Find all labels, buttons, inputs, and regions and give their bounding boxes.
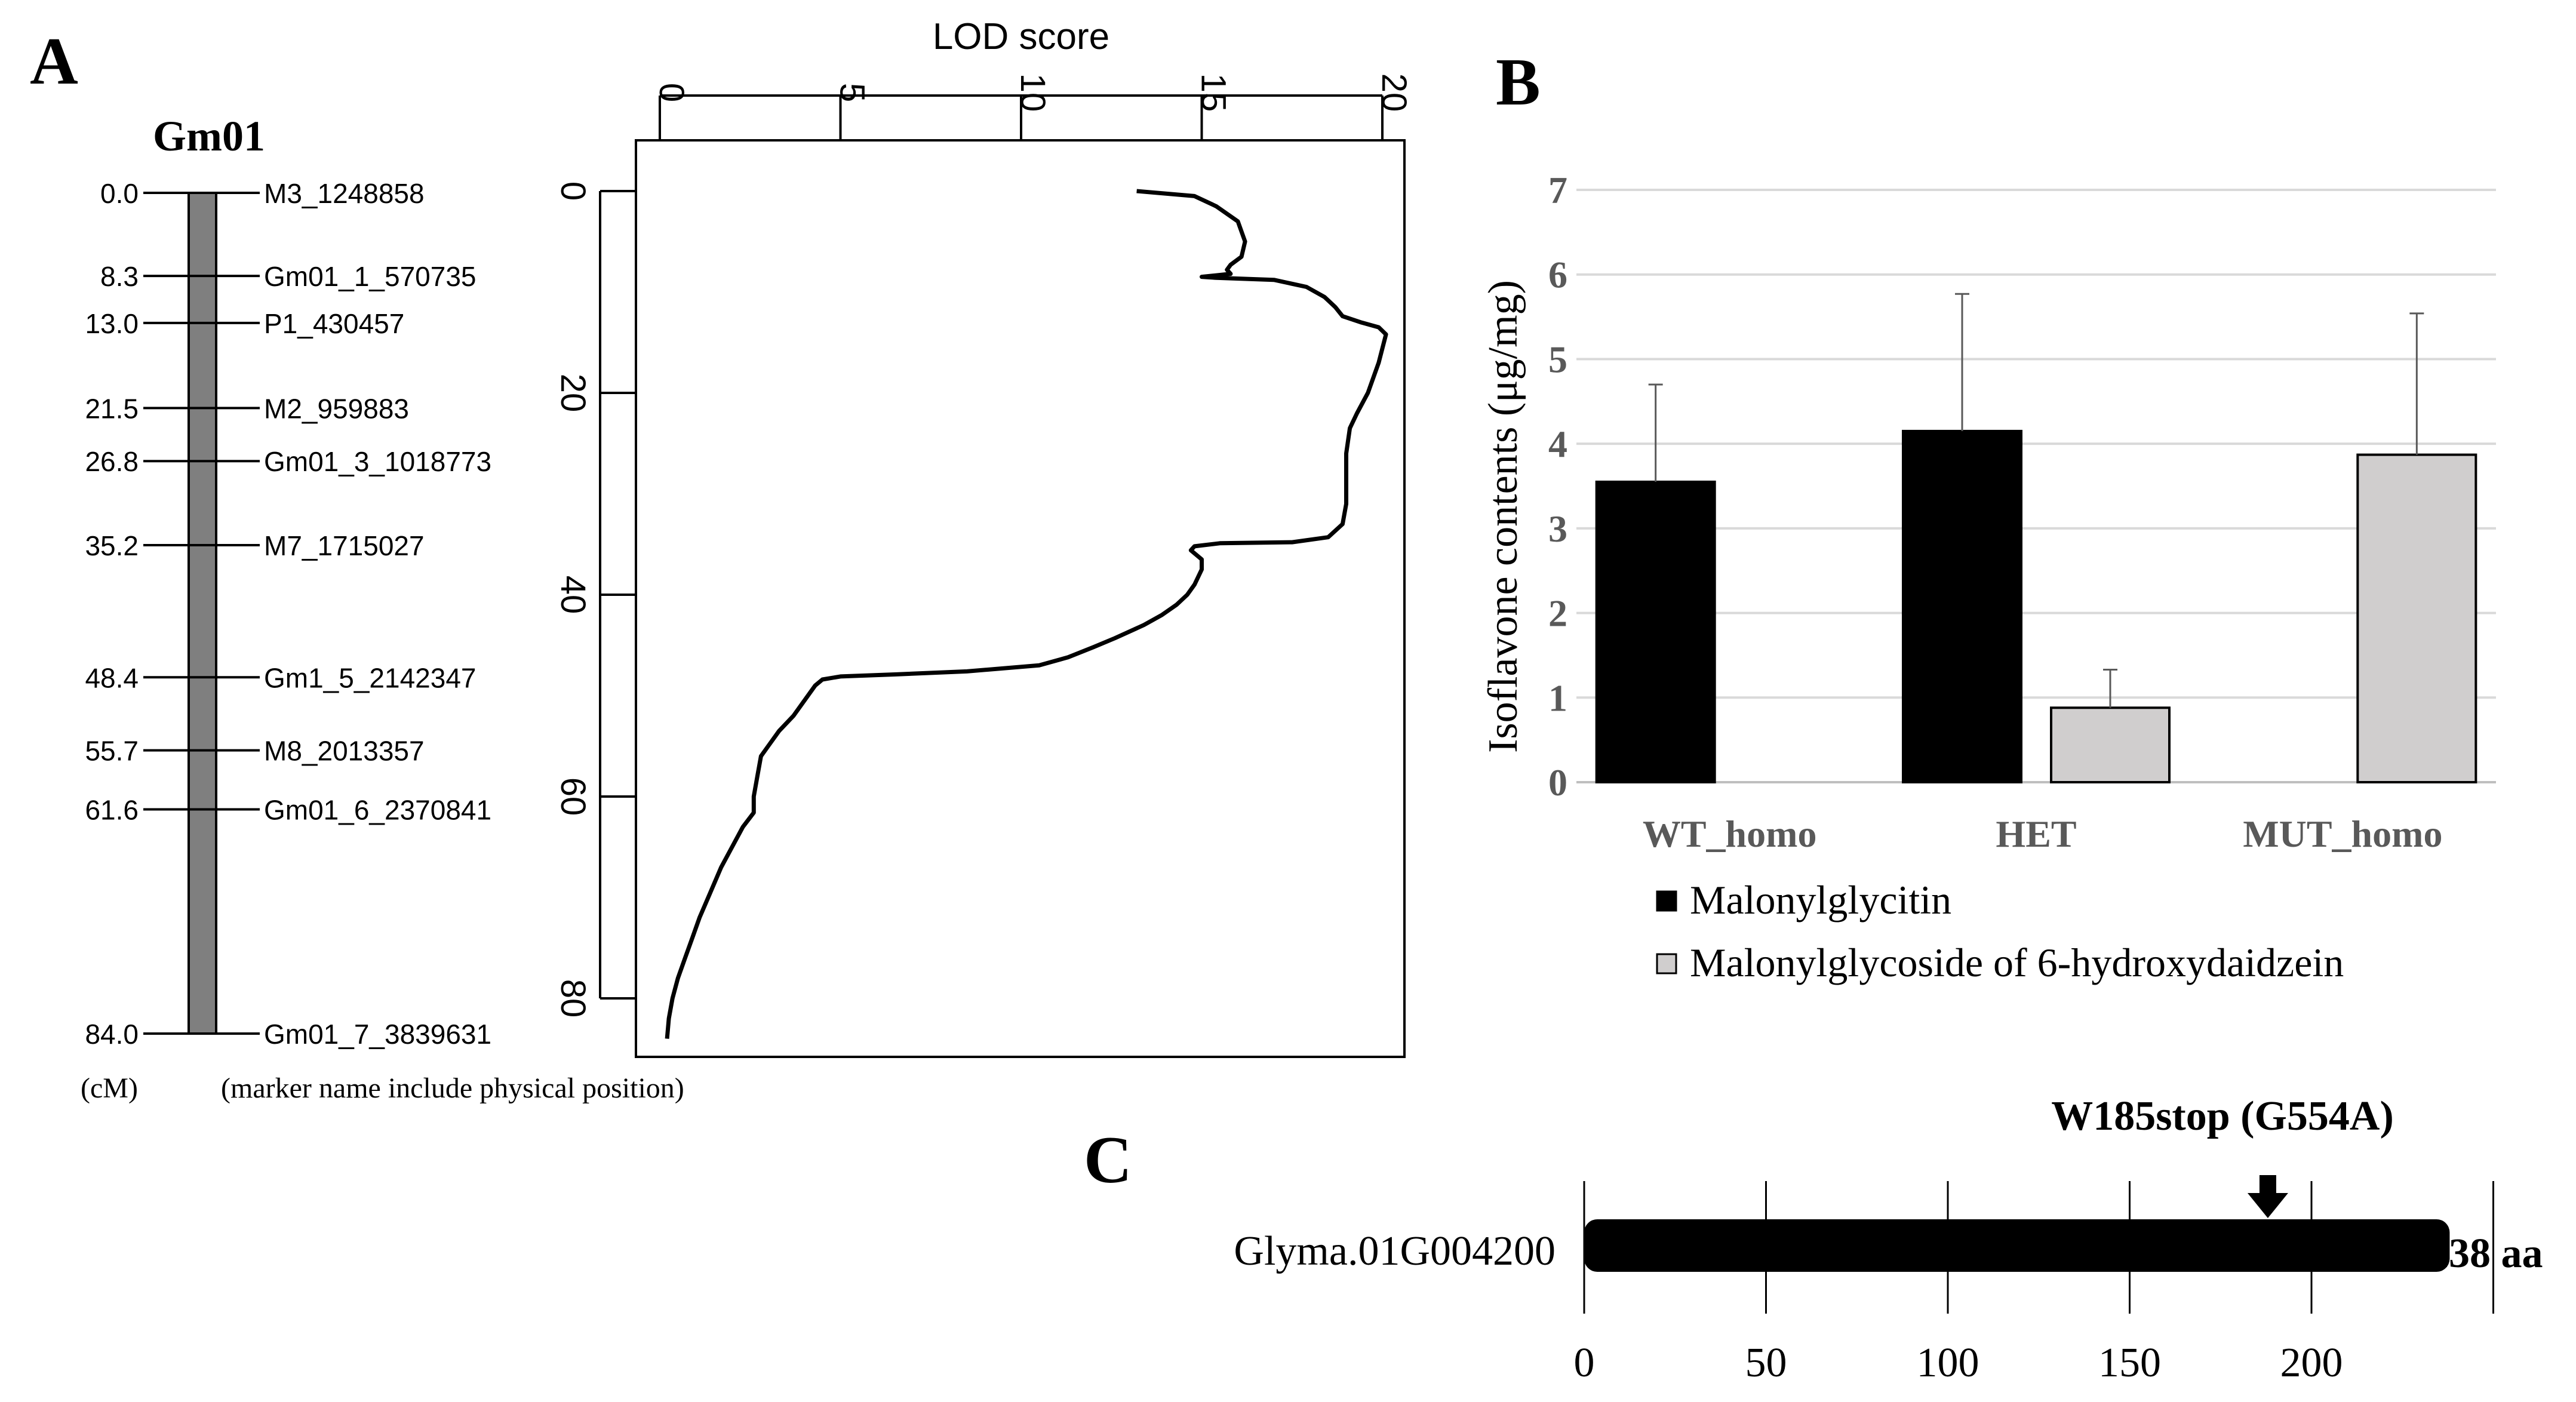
bar-y-tick-label: 6 (1548, 254, 1567, 296)
legend: Malonylglycitin Malonylglycoside of 6-hy… (1656, 877, 2344, 985)
legend-swatch-hydroxydaidzein (1656, 953, 1677, 974)
bar-layer: WT_homo HET MUT_homo (1595, 293, 2477, 855)
marker-name: M8_2013357 (264, 736, 425, 767)
lod-x-tick-label: 10 (1013, 73, 1052, 112)
lod-axis-title: LOD score (933, 16, 1109, 57)
arrow-down-icon (2247, 1175, 2288, 1218)
panel-label-b: B (1496, 45, 1541, 119)
lod-y-tick-label: 80 (554, 979, 592, 1018)
bar-y-tick-label: 2 (1548, 592, 1567, 635)
marker-layer: 0.0 M3_1248858 8.3 Gm01_1_570735 13.0 P1_4304… (85, 178, 491, 1050)
unit-note: (cM) (81, 1072, 138, 1104)
marker-name: M3_1248858 (264, 178, 425, 209)
legend-label-hydroxydaidzein: Malonylglycoside of 6-hydroxydaidzein (1690, 940, 2344, 985)
legend-swatch-malonylglycitin (1656, 890, 1677, 912)
lod-plot-frame (635, 139, 1406, 1058)
bar-category-label: HET (1996, 813, 2076, 855)
marker-position: 8.3 (100, 261, 139, 292)
lod-x-tick-label: 20 (1375, 73, 1413, 112)
lod-x-tick-label: 15 (1194, 73, 1233, 112)
panel-label-a: A (30, 24, 78, 99)
marker-name: Gm01_6_2370841 (264, 795, 491, 826)
marker-position: 61.6 (85, 795, 139, 826)
marker-position: 55.7 (85, 736, 139, 767)
marker-name: Gm01_7_3839631 (264, 1019, 491, 1050)
gene-bar (1584, 1219, 2450, 1272)
marker-name: M2_959883 (264, 393, 409, 424)
lod-y-tick-label: 0 (554, 182, 592, 201)
marker-name: Gm1_5_2142347 (264, 662, 477, 693)
panel-label-c: C (1084, 1123, 1132, 1197)
lod-x-tick-label: 0 (652, 83, 691, 102)
marker-position: 13.0 (85, 308, 139, 339)
marker-position: 0.0 (100, 178, 139, 209)
bar-y-tick-label: 1 (1548, 677, 1567, 719)
marker-name: M7_1715027 (264, 530, 425, 561)
lod-series-line (665, 189, 1388, 1039)
lod-y-tick-label: 60 (554, 777, 592, 816)
linkage-map: Gm01 0.0 M3_1248858 8.3 Gm01_1_570735 13.0 P1… (81, 112, 684, 1104)
chromosome-bar (187, 192, 217, 1035)
bar-y-tick-label: 7 (1548, 169, 1567, 211)
marker-name: Gm01_3_1018773 (264, 446, 491, 477)
marker-position: 84.0 (85, 1019, 139, 1050)
gene-model: W185stop (G554A) 0 50 100 150 200 Glyma.01G0… (1234, 1093, 2543, 1386)
marker-position: 21.5 (85, 393, 139, 424)
lod-y-tick-label: 20 (554, 374, 592, 413)
marker-position: 35.2 (85, 530, 139, 561)
bar-y-tick-label: 0 (1548, 761, 1567, 804)
gene-name: Glyma.01G004200 (1234, 1228, 1556, 1274)
bar-chart: 0 1 2 3 4 5 6 7 Isoflavone contents (μg/mg) WT_… (1480, 169, 2496, 985)
bar-y-axis-label: Isoflavone contents (μg/mg) (1480, 280, 1526, 753)
marker-position: 48.4 (85, 662, 139, 693)
bar-y-tick-label: 3 (1548, 508, 1567, 550)
gene-tick-label: 0 (1574, 1340, 1595, 1386)
bar-category-label: WT_homo (1643, 813, 1817, 855)
gene-tick-label: 150 (2098, 1340, 2161, 1386)
gene-tick-label: 200 (2280, 1340, 2343, 1386)
gene-ticks: 0 50 100 150 200 (1574, 1181, 2494, 1386)
marker-name: Gm01_1_570735 (264, 261, 477, 292)
marker-note: (marker name include physical position) (221, 1072, 684, 1104)
lod-x-tick-label: 5 (833, 83, 872, 102)
lod-y-tick-label: 40 (554, 576, 592, 614)
marker-position: 26.8 (85, 446, 139, 477)
chromosome-title: Gm01 (153, 112, 265, 160)
bar (2050, 706, 2171, 783)
gene-tick-label: 50 (1745, 1340, 1787, 1386)
bar-gridlines: 0 1 2 3 4 5 6 7 (1548, 169, 2496, 804)
gene-length-label: 238 aa (2428, 1231, 2543, 1277)
bar (1902, 429, 2022, 783)
bar-y-tick-label: 5 (1548, 338, 1567, 380)
mutation-label: W185stop (G554A) (2051, 1093, 2394, 1139)
legend-label-malonylglycitin: Malonylglycitin (1690, 877, 1951, 923)
bar-y-tick-label: 4 (1548, 423, 1567, 465)
bar-category-label: MUT_homo (2243, 813, 2442, 855)
bar (2356, 453, 2477, 783)
bar (1595, 480, 1716, 784)
marker-name: P1_430457 (264, 308, 404, 339)
lod-plot: LOD score 0 5 10 15 20 0 20 40 60 80 (554, 16, 1413, 1058)
lod-ticks: 0 5 10 15 20 0 20 40 60 80 (554, 73, 1413, 1018)
gene-tick-label: 100 (1917, 1340, 1979, 1386)
